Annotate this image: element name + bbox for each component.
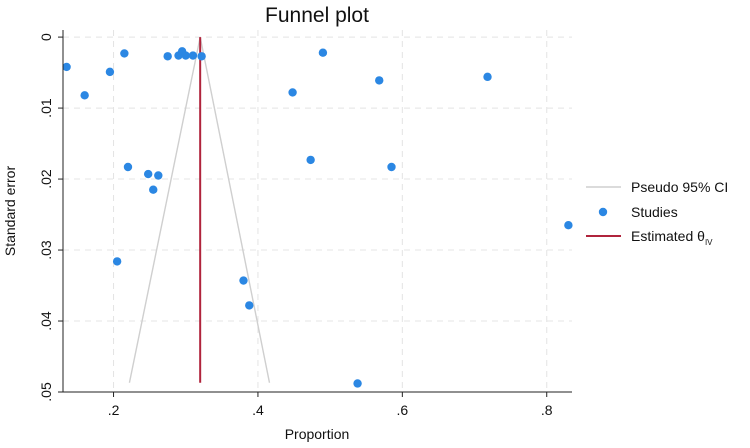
study-point: [62, 62, 71, 72]
study-point: [120, 49, 129, 58]
study-point: [188, 51, 198, 60]
study-point: [239, 276, 248, 285]
study-point: [483, 72, 492, 82]
legend-label-ci: Pseudo 95% CI: [631, 179, 728, 195]
x-tick-label: .4: [252, 402, 264, 418]
pseudo-ci-line-left: [128, 36, 201, 383]
legend-label-studies: Studies: [631, 204, 678, 220]
study-point: [154, 171, 163, 180]
study-point: [318, 48, 328, 57]
study-point: [105, 67, 115, 77]
legend-label-estimate-subscript: IV: [705, 238, 713, 247]
x-tick-label: .2: [108, 402, 120, 418]
x-tick-label: .8: [541, 402, 553, 418]
pseudo-ci-line-right: [199, 36, 271, 383]
legend: Pseudo 95% CI Studies Estimated θIV: [586, 179, 728, 247]
legend-label-estimate-main: Estimated θ: [631, 228, 705, 244]
legend-studies-swatch: [598, 207, 608, 217]
chart-title: Funnel plot: [265, 4, 369, 27]
study-point: [375, 76, 384, 85]
study-point: [80, 91, 89, 100]
study-point: [564, 220, 573, 230]
x-axis-title: Proportion: [285, 426, 350, 442]
y-tick-label: .05: [38, 382, 54, 402]
study-point: [143, 169, 153, 179]
legend-label-estimate: Estimated θIV: [631, 228, 713, 247]
study-point: [123, 162, 133, 172]
study-point: [112, 257, 122, 266]
study-point: [306, 155, 315, 165]
axis-ticks: .2 .4 .6 .8 0 .01 .02 .03 .04 .05: [38, 33, 553, 418]
study-point: [197, 52, 206, 61]
study-point: [353, 379, 362, 388]
study-point: [387, 162, 396, 172]
study-point: [245, 301, 254, 310]
x-tick-label: .6: [396, 402, 408, 418]
study-point: [288, 88, 297, 97]
study-point: [181, 51, 190, 60]
pseudo-ci-lines: [128, 36, 271, 383]
y-tick-label: .04: [38, 311, 54, 331]
y-tick-label: .01: [38, 98, 54, 118]
y-tick-label: 0: [38, 33, 54, 41]
y-axis-title: Standard error: [2, 166, 18, 257]
study-point: [149, 185, 158, 194]
y-tick-label: .02: [38, 169, 54, 189]
studies-points: [62, 47, 573, 388]
study-point: [163, 52, 172, 61]
y-tick-label: .03: [38, 240, 54, 260]
